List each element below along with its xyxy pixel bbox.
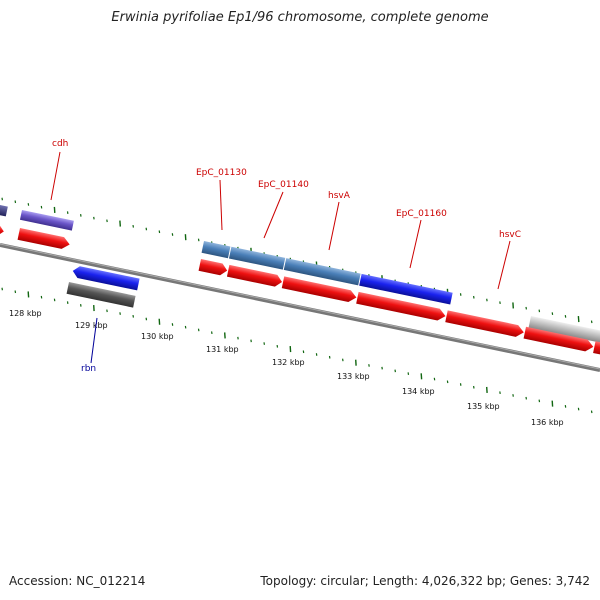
leader-line <box>409 219 422 269</box>
scale-label: 134 kbp <box>402 387 435 396</box>
map-title: Erwinia pyrifoliae Ep1/96 chromosome, co… <box>111 10 489 25</box>
cds-arrow-rbn[interactable] <box>72 265 140 291</box>
scale-label: 136 kbp <box>531 418 564 427</box>
leader-line <box>219 179 223 231</box>
scale-label: 131 kbp <box>206 345 239 354</box>
leader-line <box>263 191 284 239</box>
gene-label-rbn[interactable]: rbn <box>81 364 96 374</box>
pseudo-feature-rbn[interactable] <box>66 282 136 308</box>
scale-label: 128 kbp <box>9 309 42 318</box>
backbone-highlight <box>0 243 600 370</box>
leader-line <box>497 240 511 290</box>
accession-text: Accession: NC_012214 <box>9 574 146 588</box>
cds-arrow-7[interactable] <box>593 341 600 356</box>
cds-arrow-1[interactable] <box>198 259 229 276</box>
gene-feature-epc01160[interactable] <box>359 273 453 305</box>
scale-label: 135 kbp <box>467 402 500 411</box>
scale-label: 133 kbp <box>337 372 370 381</box>
cds-arrow-left-edge[interactable] <box>0 225 5 236</box>
backbone-line <box>0 243 600 372</box>
gene-feature-cdh[interactable] <box>19 210 74 231</box>
genome-summary-text: Topology: circular; Length: 4,026,322 bp… <box>260 574 590 588</box>
cds-arrow-6[interactable] <box>523 326 595 353</box>
cds-arrow-3[interactable] <box>281 276 358 303</box>
gene-feature-left-edge[interactable] <box>0 204 8 217</box>
gene-label-cdh[interactable]: cdh <box>52 139 68 149</box>
cds-arrow-2[interactable] <box>226 264 283 288</box>
leader-line <box>328 201 340 251</box>
gene-feature-epc01130[interactable] <box>201 241 231 259</box>
leader-line <box>50 151 61 201</box>
gene-label-hsvc[interactable]: hsvC <box>499 230 521 240</box>
gene-label-hsva[interactable]: hsvA <box>328 191 351 201</box>
scale-label: 129 kbp <box>75 321 108 330</box>
cds-arrow-4[interactable] <box>356 291 447 322</box>
scale-label: 132 kbp <box>272 358 305 367</box>
gene-label-epc01140[interactable]: EpC_01140 <box>258 180 309 190</box>
lower-tick-track <box>1 287 593 414</box>
gene-feature-right-gray[interactable] <box>528 316 600 344</box>
cds-arrow-cdh[interactable] <box>17 228 71 250</box>
gene-feature-epc01140[interactable] <box>228 246 286 270</box>
gene-label-epc01130[interactable]: EpC_01130 <box>196 168 247 178</box>
cds-arrow-5[interactable] <box>445 310 525 338</box>
upper-tick-track <box>1 197 593 324</box>
scale-labels: 128 kbp 129 kbp 130 kbp 131 kbp 132 kbp … <box>9 309 564 427</box>
feature-track <box>0 204 600 356</box>
scale-label: 130 kbp <box>141 332 174 341</box>
gene-labels: cdh EpC_01130 EpC_01140 hsvA EpC_01160 h… <box>50 139 521 374</box>
leader-line <box>90 317 98 364</box>
gene-feature-hsva[interactable] <box>283 258 361 286</box>
gene-label-epc01160[interactable]: EpC_01160 <box>396 209 447 219</box>
